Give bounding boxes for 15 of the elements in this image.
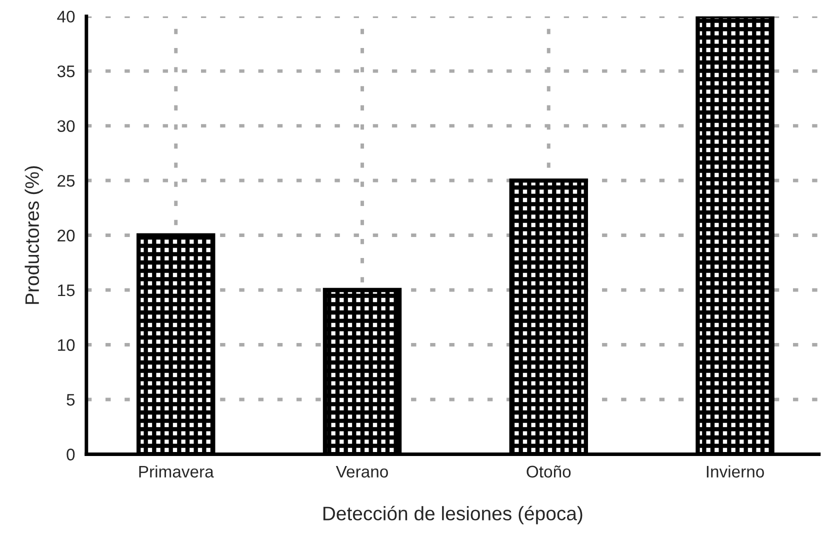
x-axis-title: Detección de lesiones (época) xyxy=(323,506,582,524)
x-tick-label: Otoño xyxy=(526,465,571,478)
y-tick-label: 40 xyxy=(57,10,75,23)
x-tick-label: Primavera xyxy=(139,465,214,478)
y-tick-label: 25 xyxy=(58,174,75,187)
y-tick-label: 5 xyxy=(66,394,75,406)
y-tick-label: 0 xyxy=(66,448,75,460)
y-tick-label: 10 xyxy=(58,339,75,351)
y-axis-title: Productores (%) xyxy=(24,166,43,304)
x-tick-label: Verano xyxy=(336,466,388,478)
y-tick-label: 20 xyxy=(58,230,75,242)
y-tick-label: 15 xyxy=(58,284,75,296)
x-tick-label: Invierno xyxy=(706,465,764,478)
y-tick-label: 30 xyxy=(57,120,75,132)
y-tick-label: 35 xyxy=(57,65,75,78)
